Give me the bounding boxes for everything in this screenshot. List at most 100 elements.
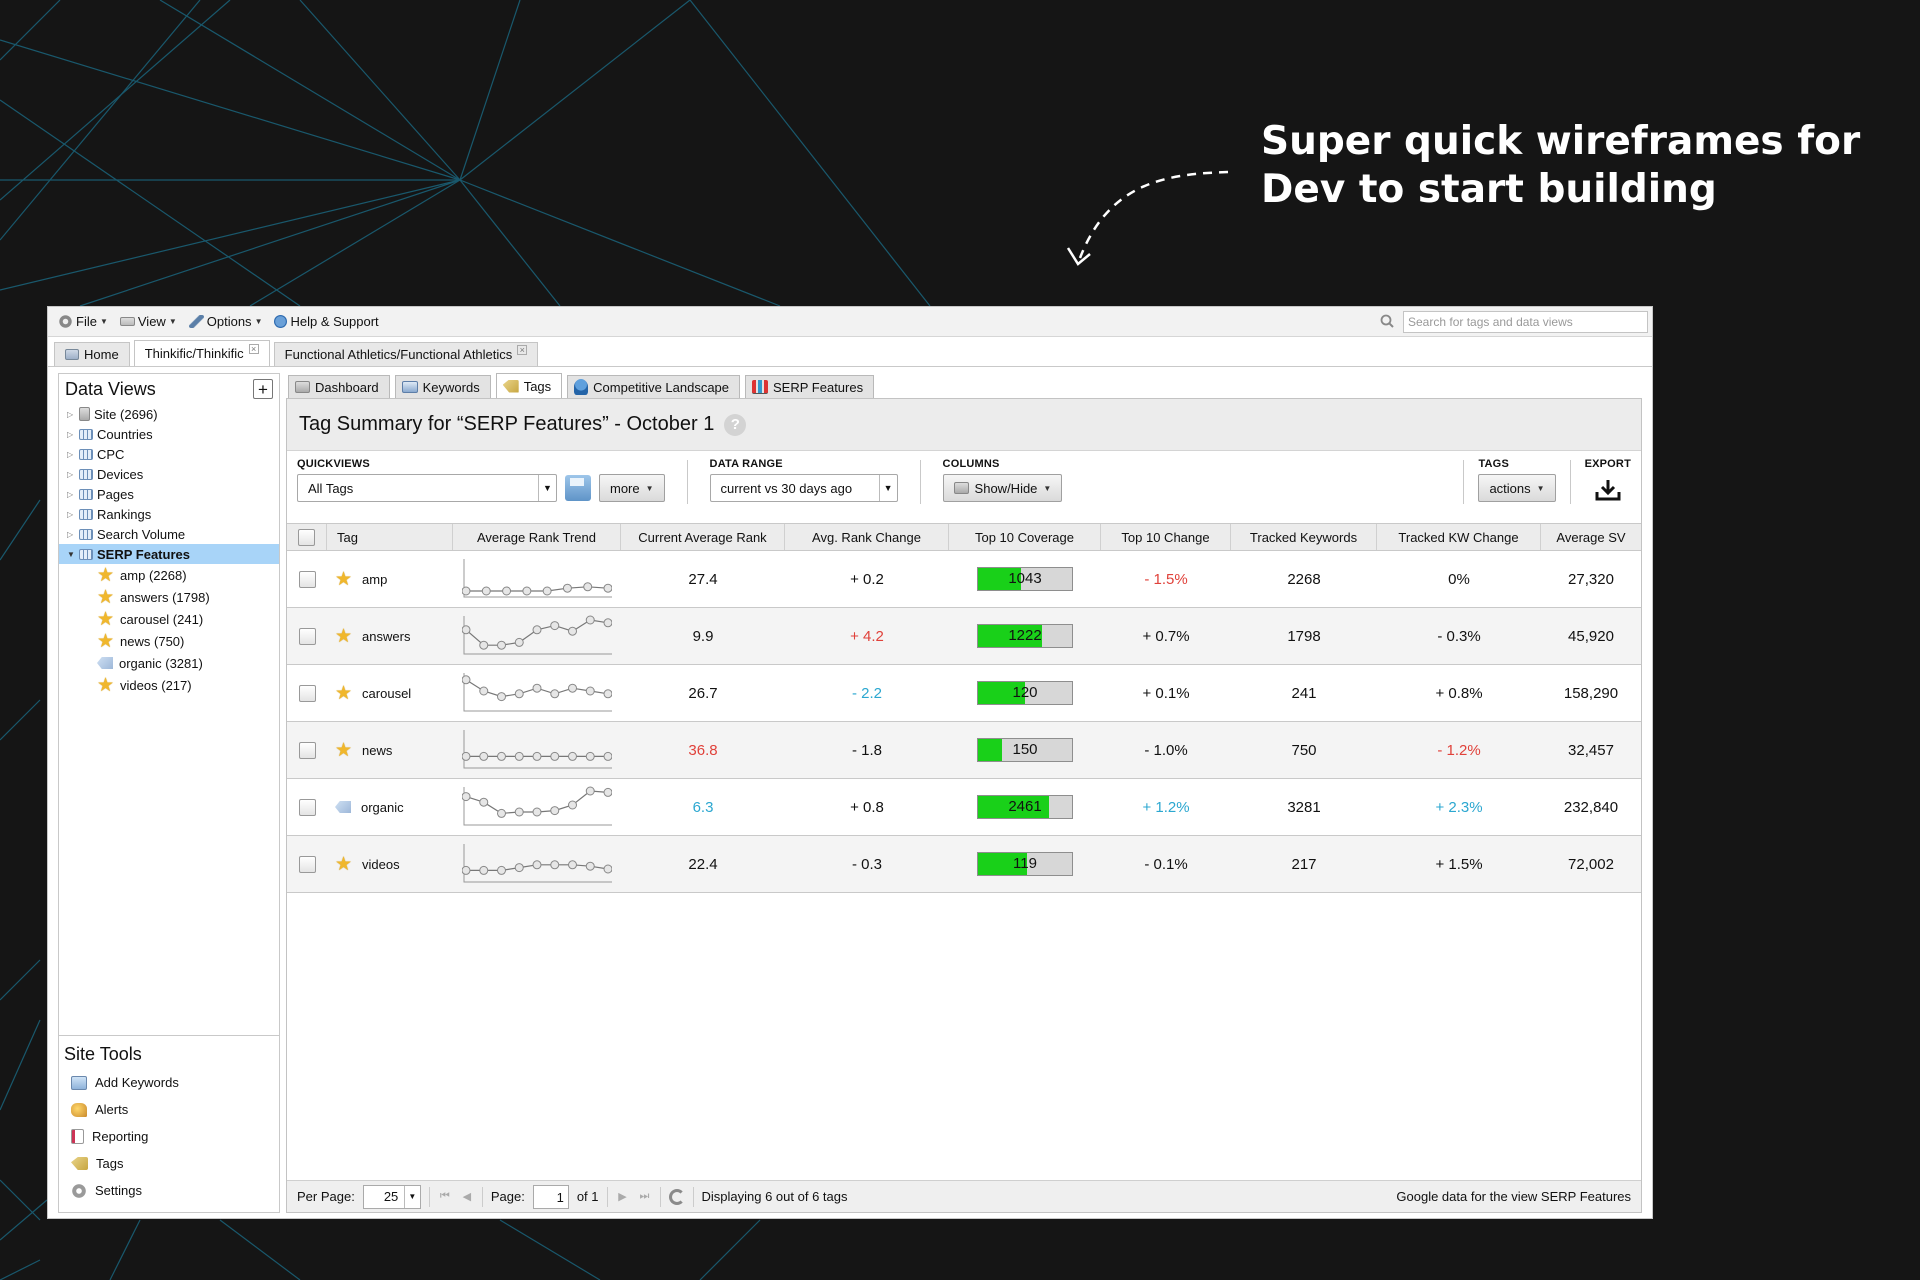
expand-icon[interactable]: ▷ (67, 409, 74, 419)
col-header-coverage[interactable]: Top 10 Coverage (949, 524, 1101, 550)
tree-child-carousel[interactable]: ★ carousel (241) (67, 608, 279, 630)
tree-item-serp-features[interactable]: ▼ SERP Features (59, 544, 279, 564)
col-header-rank-change[interactable]: Avg. Rank Change (785, 524, 949, 550)
table-row[interactable]: ★ amp 27.4 + 0.2 1043 - 1.5% 2268 0% 27,320 (287, 551, 1641, 608)
top10-change-cell: + 0.1% (1101, 665, 1231, 721)
add-data-view-button[interactable]: + (253, 379, 273, 399)
star-icon[interactable]: ★ (335, 853, 353, 875)
tool-tags[interactable]: Tags (59, 1150, 279, 1177)
tab-serp-features[interactable]: SERP Features (745, 375, 875, 398)
expand-icon[interactable]: ▷ (67, 449, 74, 459)
table-row[interactable]: ★ news 36.8 - 1.8 150 - 1.0% 750 - 1.2% 32,457 (287, 722, 1641, 779)
download-icon[interactable] (1595, 478, 1621, 502)
col-header-tag[interactable]: Tag (327, 524, 453, 550)
select-all-checkbox[interactable] (298, 528, 315, 546)
tab-thinkific[interactable]: Thinkific/Thinkific × (133, 340, 270, 366)
page-input[interactable]: 1 (532, 1184, 569, 1209)
row-checkbox[interactable] (298, 855, 316, 873)
tab-competitive-landscape[interactable]: Competitive Landscape (567, 375, 741, 398)
row-checkbox[interactable] (298, 684, 316, 702)
tag-name[interactable]: videos (362, 856, 400, 872)
help-question-icon[interactable]: ? (724, 413, 747, 436)
tag-name[interactable]: carousel (362, 685, 412, 701)
tab-functional-athletics[interactable]: Functional Athletics/Functional Athletic… (273, 342, 539, 366)
tab-keywords[interactable]: Keywords (394, 375, 491, 398)
show-hide-button[interactable]: Show/Hide ▼ (942, 474, 1063, 502)
tag-name[interactable]: news (362, 742, 393, 758)
quickviews-select[interactable]: All Tags ▼ (297, 474, 557, 502)
tab-tags[interactable]: Tags (495, 373, 563, 398)
tree-item-countries[interactable]: ▷ Countries (67, 424, 279, 444)
col-header-trend[interactable]: Average Rank Trend (453, 524, 621, 550)
prev-page-icon[interactable]: ◀ (462, 1191, 472, 1203)
row-checkbox[interactable] (298, 798, 316, 816)
sparkline-axis (463, 730, 612, 769)
tree-item-rankings[interactable]: ▷ Rankings (67, 504, 279, 524)
average-sv: 32,457 (1568, 741, 1614, 759)
menu-view[interactable]: View ▼ (119, 314, 177, 329)
col-header-tracked-change[interactable]: Tracked KW Change (1377, 524, 1541, 550)
row-checkbox[interactable] (298, 570, 316, 588)
data-range-select[interactable]: current vs 30 days ago ▼ (709, 474, 898, 502)
last-page-icon[interactable]: ⏭ (639, 1190, 650, 1202)
expand-icon[interactable]: ▷ (67, 509, 74, 519)
tab-home[interactable]: Home (54, 342, 130, 366)
star-icon[interactable]: ★ (335, 625, 353, 647)
tree-child-organic[interactable]: organic (3281) (67, 652, 279, 674)
col-header-avg-sv[interactable]: Average SV (1556, 529, 1626, 545)
tag-name[interactable]: amp (362, 571, 388, 587)
row-select-cell (287, 722, 327, 778)
table-row[interactable]: organic 6.3 + 0.8 2461 + 1.2% 3281 + 2.3% 232,8… (287, 779, 1641, 836)
tree-item-pages[interactable]: ▷ Pages (67, 484, 279, 504)
tree-child-news[interactable]: ★ news (750) (67, 630, 279, 652)
star-icon[interactable]: ★ (335, 739, 353, 761)
search-input[interactable]: Search for tags and data views (1403, 311, 1648, 333)
next-page-icon[interactable]: ▶ (618, 1191, 627, 1203)
per-page-select[interactable]: 25 ▼ (362, 1184, 421, 1209)
tool-alerts[interactable]: Alerts (59, 1096, 279, 1123)
menu-options[interactable]: Options ▼ (188, 314, 262, 329)
close-icon[interactable]: × (248, 343, 259, 354)
tree-child-videos[interactable]: ★ videos (217) (67, 674, 279, 696)
coverage-cell: 150 (949, 722, 1101, 778)
first-page-icon[interactable]: ⏮ (439, 1190, 450, 1202)
save-icon[interactable] (565, 475, 591, 501)
tree-item-devices[interactable]: ▷ Devices (67, 464, 279, 484)
expand-icon[interactable]: ▷ (67, 429, 74, 439)
menu-file[interactable]: File ▼ (58, 314, 108, 329)
table-row[interactable]: ★ answers 9.9 + 4.2 1222 + 0.7% 1798 - 0.3% 45,9… (287, 608, 1641, 665)
more-button[interactable]: more ▼ (599, 474, 665, 502)
tree-item-search-volume[interactable]: ▷ Search Volume (67, 524, 279, 544)
tree-child-answers[interactable]: ★ answers (1798) (67, 586, 279, 608)
sparkline-point (479, 865, 489, 875)
close-icon[interactable]: × (517, 344, 528, 355)
top10-change: - 0.1% (1144, 855, 1188, 873)
tag-name[interactable]: organic (361, 799, 404, 815)
tab-dashboard[interactable]: Dashboard (288, 375, 390, 398)
expand-icon[interactable]: ▷ (67, 529, 74, 539)
star-icon[interactable]: ★ (335, 568, 353, 590)
refresh-icon[interactable] (668, 1188, 685, 1205)
expand-icon[interactable]: ▷ (67, 469, 74, 479)
tags-actions-button[interactable]: actions ▼ (1478, 474, 1556, 502)
collapse-icon[interactable]: ▼ (67, 549, 75, 559)
table-row[interactable]: ★ videos 22.4 - 0.3 119 - 0.1% 217 + 1.5% 72,002 (287, 836, 1641, 893)
table-row[interactable]: ★ carousel 26.7 - 2.2 120 + 0.1% 241 + 0.8% 158,… (287, 665, 1641, 722)
tool-reporting[interactable]: Reporting (59, 1123, 279, 1150)
col-header-current-rank[interactable]: Current Average Rank (621, 524, 785, 550)
expand-icon[interactable]: ▷ (67, 489, 74, 499)
star-icon[interactable]: ★ (335, 682, 353, 704)
tag-name[interactable]: answers (362, 628, 411, 644)
menu-help[interactable]: Help & Support (274, 314, 379, 329)
tree-item-site[interactable]: ▷ Site (2696) (67, 404, 279, 424)
tree-item-cpc[interactable]: ▷ CPC (67, 444, 279, 464)
tool-settings[interactable]: Settings (59, 1177, 279, 1204)
search-icon[interactable] (1380, 314, 1394, 328)
col-header-top10-change[interactable]: Top 10 Change (1101, 524, 1231, 550)
tool-add-keywords[interactable]: Add Keywords (59, 1069, 279, 1096)
tree-child-amp[interactable]: ★ amp (2268) (67, 564, 279, 586)
row-checkbox[interactable] (298, 627, 316, 645)
coverage-value: 2461 (1008, 798, 1042, 815)
row-checkbox[interactable] (298, 741, 316, 759)
col-header-tracked[interactable]: Tracked Keywords (1231, 524, 1377, 550)
